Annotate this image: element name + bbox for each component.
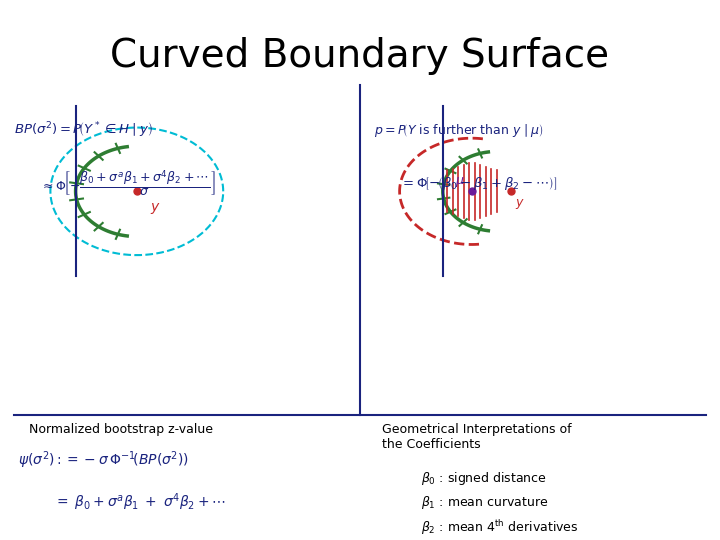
- Text: $= \Phi\!\left[-\!\left(\beta_0 - \beta_1 + \beta_2 - \cdots\right)\right]$: $= \Phi\!\left[-\!\left(\beta_0 - \beta_…: [400, 175, 557, 192]
- Text: $\beta_2$ : mean $4^{\rm th}$ derivatives: $\beta_2$ : mean $4^{\rm th}$ derivative…: [421, 518, 579, 537]
- Text: $BP(\sigma^2) = P\!\left(Y^* \in H \mid y\right)$: $BP(\sigma^2) = P\!\left(Y^* \in H \mid …: [14, 120, 154, 140]
- Text: $y$: $y$: [515, 197, 525, 211]
- Text: $= \;\beta_0 + \sigma^a\beta_1 \;+\; \sigma^4\beta_2 + \cdots$: $= \;\beta_0 + \sigma^a\beta_1 \;+\; \si…: [54, 491, 226, 513]
- Text: $\beta_1$ : mean curvature: $\beta_1$ : mean curvature: [421, 494, 549, 511]
- Text: $\mu$: $\mu$: [455, 174, 464, 188]
- Text: Normalized bootstrap z-value: Normalized bootstrap z-value: [29, 422, 213, 436]
- Text: $p = P\!\left(Y \text{ is further than } y \mid \mu\right)$: $p = P\!\left(Y \text{ is further than }…: [374, 122, 544, 139]
- Text: Geometrical Interpretations of
the Coefficients: Geometrical Interpretations of the Coeff…: [382, 422, 571, 450]
- Text: $y$: $y$: [150, 201, 161, 216]
- Text: $\beta_0$ : signed distance: $\beta_0$ : signed distance: [421, 470, 547, 488]
- Text: $\approx \Phi\!\left[-\dfrac{\beta_0+\sigma^a\beta_1+\sigma^4\beta_2+\cdots}{\si: $\approx \Phi\!\left[-\dfrac{\beta_0+\si…: [40, 168, 215, 199]
- Text: $\psi(\sigma^2) := -\sigma\,\Phi^{-1}\!\left(BP(\sigma^2)\right)$: $\psi(\sigma^2) := -\sigma\,\Phi^{-1}\!\…: [18, 449, 189, 471]
- Text: Curved Boundary Surface: Curved Boundary Surface: [110, 37, 610, 75]
